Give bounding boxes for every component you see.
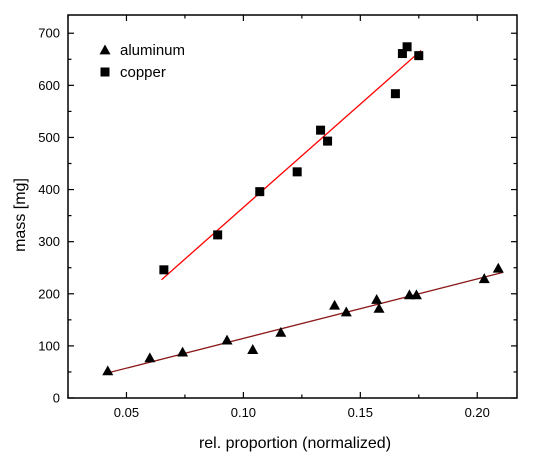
fit-line-copper [161, 49, 422, 281]
y-tick-label-5: 500 [38, 130, 60, 145]
point-aluminum-1 [144, 352, 156, 363]
legend-label-aluminum: aluminum [120, 42, 185, 59]
x-tick-label-0: 0.05 [114, 405, 139, 420]
point-copper-1 [213, 230, 223, 240]
legend-marker-square [100, 67, 110, 77]
point-copper-6 [390, 89, 400, 99]
point-aluminum-5 [275, 326, 287, 337]
axes: 0.05 0.10 0.15 0.20 0 100 200 300 400 500 600 700 [38, 14, 518, 420]
y-tick-label-0: 0 [53, 391, 60, 406]
legend: aluminum copper [99, 42, 185, 81]
point-aluminum-6 [329, 299, 341, 310]
y-tick-label-3: 300 [38, 234, 60, 249]
axes-frame [67, 14, 518, 399]
point-copper-3 [292, 167, 302, 177]
point-copper-0 [159, 265, 169, 275]
point-aluminum-0 [102, 365, 114, 376]
point-copper-2 [255, 187, 265, 197]
fit-line-aluminum [105, 271, 504, 375]
point-aluminum-11 [410, 289, 422, 300]
point-aluminum-7 [340, 306, 352, 317]
x-tick-label-2: 0.15 [348, 405, 373, 420]
legend-marker-triangle [99, 44, 111, 55]
point-aluminum-10 [403, 289, 415, 300]
y-tick-label-4: 400 [38, 182, 60, 197]
point-copper-7 [397, 49, 407, 59]
point-copper-4 [316, 125, 326, 135]
point-copper-8 [402, 42, 412, 52]
x-tick-label-1: 0.10 [231, 405, 256, 420]
x-tick-label-3: 0.20 [465, 405, 490, 420]
y-tick-label-1: 100 [38, 338, 60, 353]
x-axis-label: rel. proportion (normalized) [199, 435, 391, 452]
point-copper-9 [414, 51, 424, 61]
point-aluminum-12 [478, 273, 490, 284]
plot-area [102, 42, 504, 376]
point-aluminum-2 [177, 346, 189, 357]
point-aluminum-13 [492, 262, 504, 273]
point-aluminum-9 [373, 302, 385, 313]
y-axis-label: mass [mg] [12, 178, 29, 252]
point-aluminum-8 [371, 294, 383, 304]
legend-label-copper: copper [120, 64, 166, 81]
point-aluminum-3 [221, 334, 233, 345]
point-aluminum-4 [247, 344, 259, 354]
y-tick-label-2: 200 [38, 286, 60, 301]
y-tick-label-7: 700 [38, 26, 60, 41]
y-tick-label-6: 600 [38, 78, 60, 93]
point-copper-5 [323, 136, 333, 146]
